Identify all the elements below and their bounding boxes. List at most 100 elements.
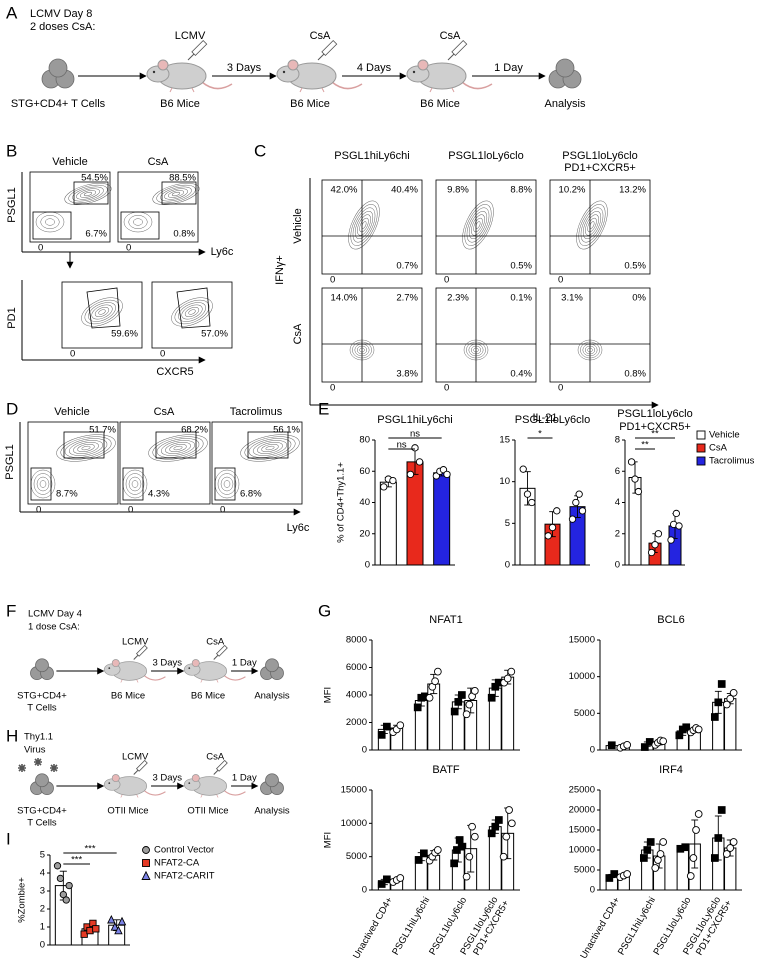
mouse-eye — [188, 782, 191, 784]
contour — [164, 188, 188, 200]
y-tick-label: 40 — [359, 497, 370, 508]
chart-title: BCL6 — [657, 614, 685, 626]
treatment-label: CsA — [310, 30, 331, 42]
mouse-leg — [200, 794, 203, 798]
gate — [120, 211, 160, 240]
treatment-label: LCMV — [122, 752, 149, 763]
cell-icon — [265, 658, 279, 673]
contour — [165, 442, 191, 454]
quadrant-percent: 40.4% — [391, 185, 418, 196]
interval-label: 1 Day — [494, 62, 523, 74]
data-point — [726, 694, 735, 703]
data-point — [646, 838, 655, 846]
data-point — [450, 859, 459, 868]
mouse-tail — [331, 81, 363, 90]
data-point — [681, 843, 690, 852]
data-point — [377, 880, 386, 888]
data-point — [659, 737, 668, 746]
data-point — [640, 743, 649, 751]
zero-label: 0 — [128, 505, 133, 516]
legend-swatch — [696, 430, 706, 440]
y-tick-label: 8000 — [346, 635, 367, 646]
gate — [86, 287, 121, 329]
quadrant-percent: 0.5% — [624, 261, 646, 272]
mouse-icon — [183, 774, 246, 798]
data-point — [694, 725, 703, 734]
mice-label: OTII Mice — [187, 806, 228, 817]
mouse-leg — [136, 679, 139, 683]
data-point — [519, 465, 527, 473]
data-point — [383, 722, 391, 731]
syringe — [451, 39, 468, 56]
axis-label: Ly6c — [211, 246, 234, 258]
panel-letter: B — [6, 141, 17, 160]
bar — [433, 472, 451, 566]
legend-label: NFAT2-CA — [154, 858, 200, 869]
contour — [462, 200, 494, 250]
gate-percent: 68.2% — [181, 425, 208, 436]
contour — [354, 210, 374, 240]
cells-label: T Cells — [27, 818, 57, 829]
data-point — [470, 832, 479, 841]
data-point — [634, 487, 643, 496]
data-point — [458, 691, 466, 699]
column-label: Tacrolimus — [230, 406, 283, 418]
contour — [133, 218, 143, 226]
data-point — [651, 864, 660, 872]
gate-percent: 0.8% — [173, 229, 195, 240]
syringe-needle — [187, 53, 195, 61]
syringe-needle — [213, 769, 219, 775]
data-point — [487, 829, 496, 838]
gate — [155, 431, 197, 459]
cells-label: STG+CD4+ — [17, 806, 67, 817]
quadrant-percent: 14.0% — [331, 293, 358, 304]
contour — [585, 214, 599, 236]
contour — [81, 297, 123, 327]
mouse-leg — [191, 87, 195, 93]
panel-letter: G — [318, 601, 331, 620]
mouse-ear — [191, 659, 200, 668]
data-point — [714, 834, 723, 842]
contour — [217, 473, 237, 495]
plot-frame — [211, 421, 303, 505]
data-point — [639, 854, 648, 862]
mouse-icon — [183, 659, 246, 683]
mouse-icon — [276, 59, 363, 93]
contour — [173, 445, 183, 451]
end-label: Analysis — [254, 806, 290, 817]
y-tick-label: 15000 — [569, 825, 595, 836]
y-tick-label: 80 — [359, 435, 370, 446]
x-tick-label: PSGL1hiLy6chi — [616, 895, 658, 957]
quadrant-percent: 0.8% — [624, 369, 646, 380]
axis-label: CXCR5 — [156, 366, 193, 378]
data-point — [710, 854, 719, 862]
mouse-leg — [299, 87, 303, 93]
plot-frame — [117, 171, 199, 243]
contour — [468, 210, 488, 240]
zero-label: 0 — [160, 349, 165, 360]
data-point — [502, 832, 511, 841]
data-point — [722, 850, 731, 858]
column-label: Vehicle — [54, 406, 89, 418]
panel-letter: C — [254, 141, 266, 160]
data-point — [62, 896, 70, 904]
data-point — [647, 548, 656, 557]
interval-label: 3 Days — [152, 773, 182, 784]
data-point — [433, 667, 442, 676]
data-point — [692, 826, 700, 834]
mouse-eye — [282, 70, 286, 74]
y-tick-label: 3 — [40, 886, 45, 897]
contour — [40, 215, 60, 229]
data-point — [396, 721, 405, 730]
plot-frame — [321, 287, 423, 383]
chart-title: BATF — [432, 764, 460, 776]
mouse-tail — [143, 674, 166, 681]
column-label: CsA — [148, 156, 169, 168]
y-tick-label: 4000 — [346, 690, 367, 701]
data-point — [572, 498, 580, 507]
column-label: PSGL1loLy6clo — [562, 150, 637, 162]
y-tick-label: 4 — [40, 868, 45, 879]
row-label: Vehicle — [292, 208, 304, 243]
contour — [83, 191, 93, 197]
